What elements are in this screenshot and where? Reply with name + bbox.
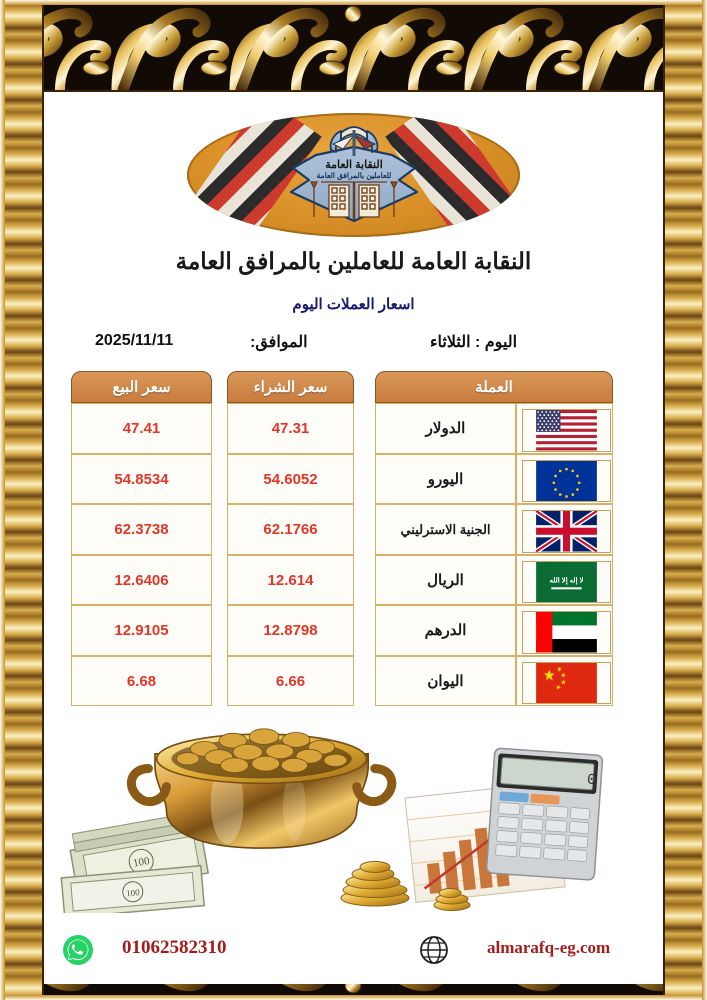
svg-text:لا إله إلا الله: لا إله إلا الله bbox=[549, 576, 583, 584]
svg-text:0: 0 bbox=[586, 772, 596, 790]
svg-text:100: 100 bbox=[126, 887, 141, 898]
svg-text:للعاملين بالمرافق العامة: للعاملين بالمرافق العامة bbox=[317, 171, 392, 181]
svg-text:النقابة العامة: النقابة العامة bbox=[325, 159, 383, 171]
